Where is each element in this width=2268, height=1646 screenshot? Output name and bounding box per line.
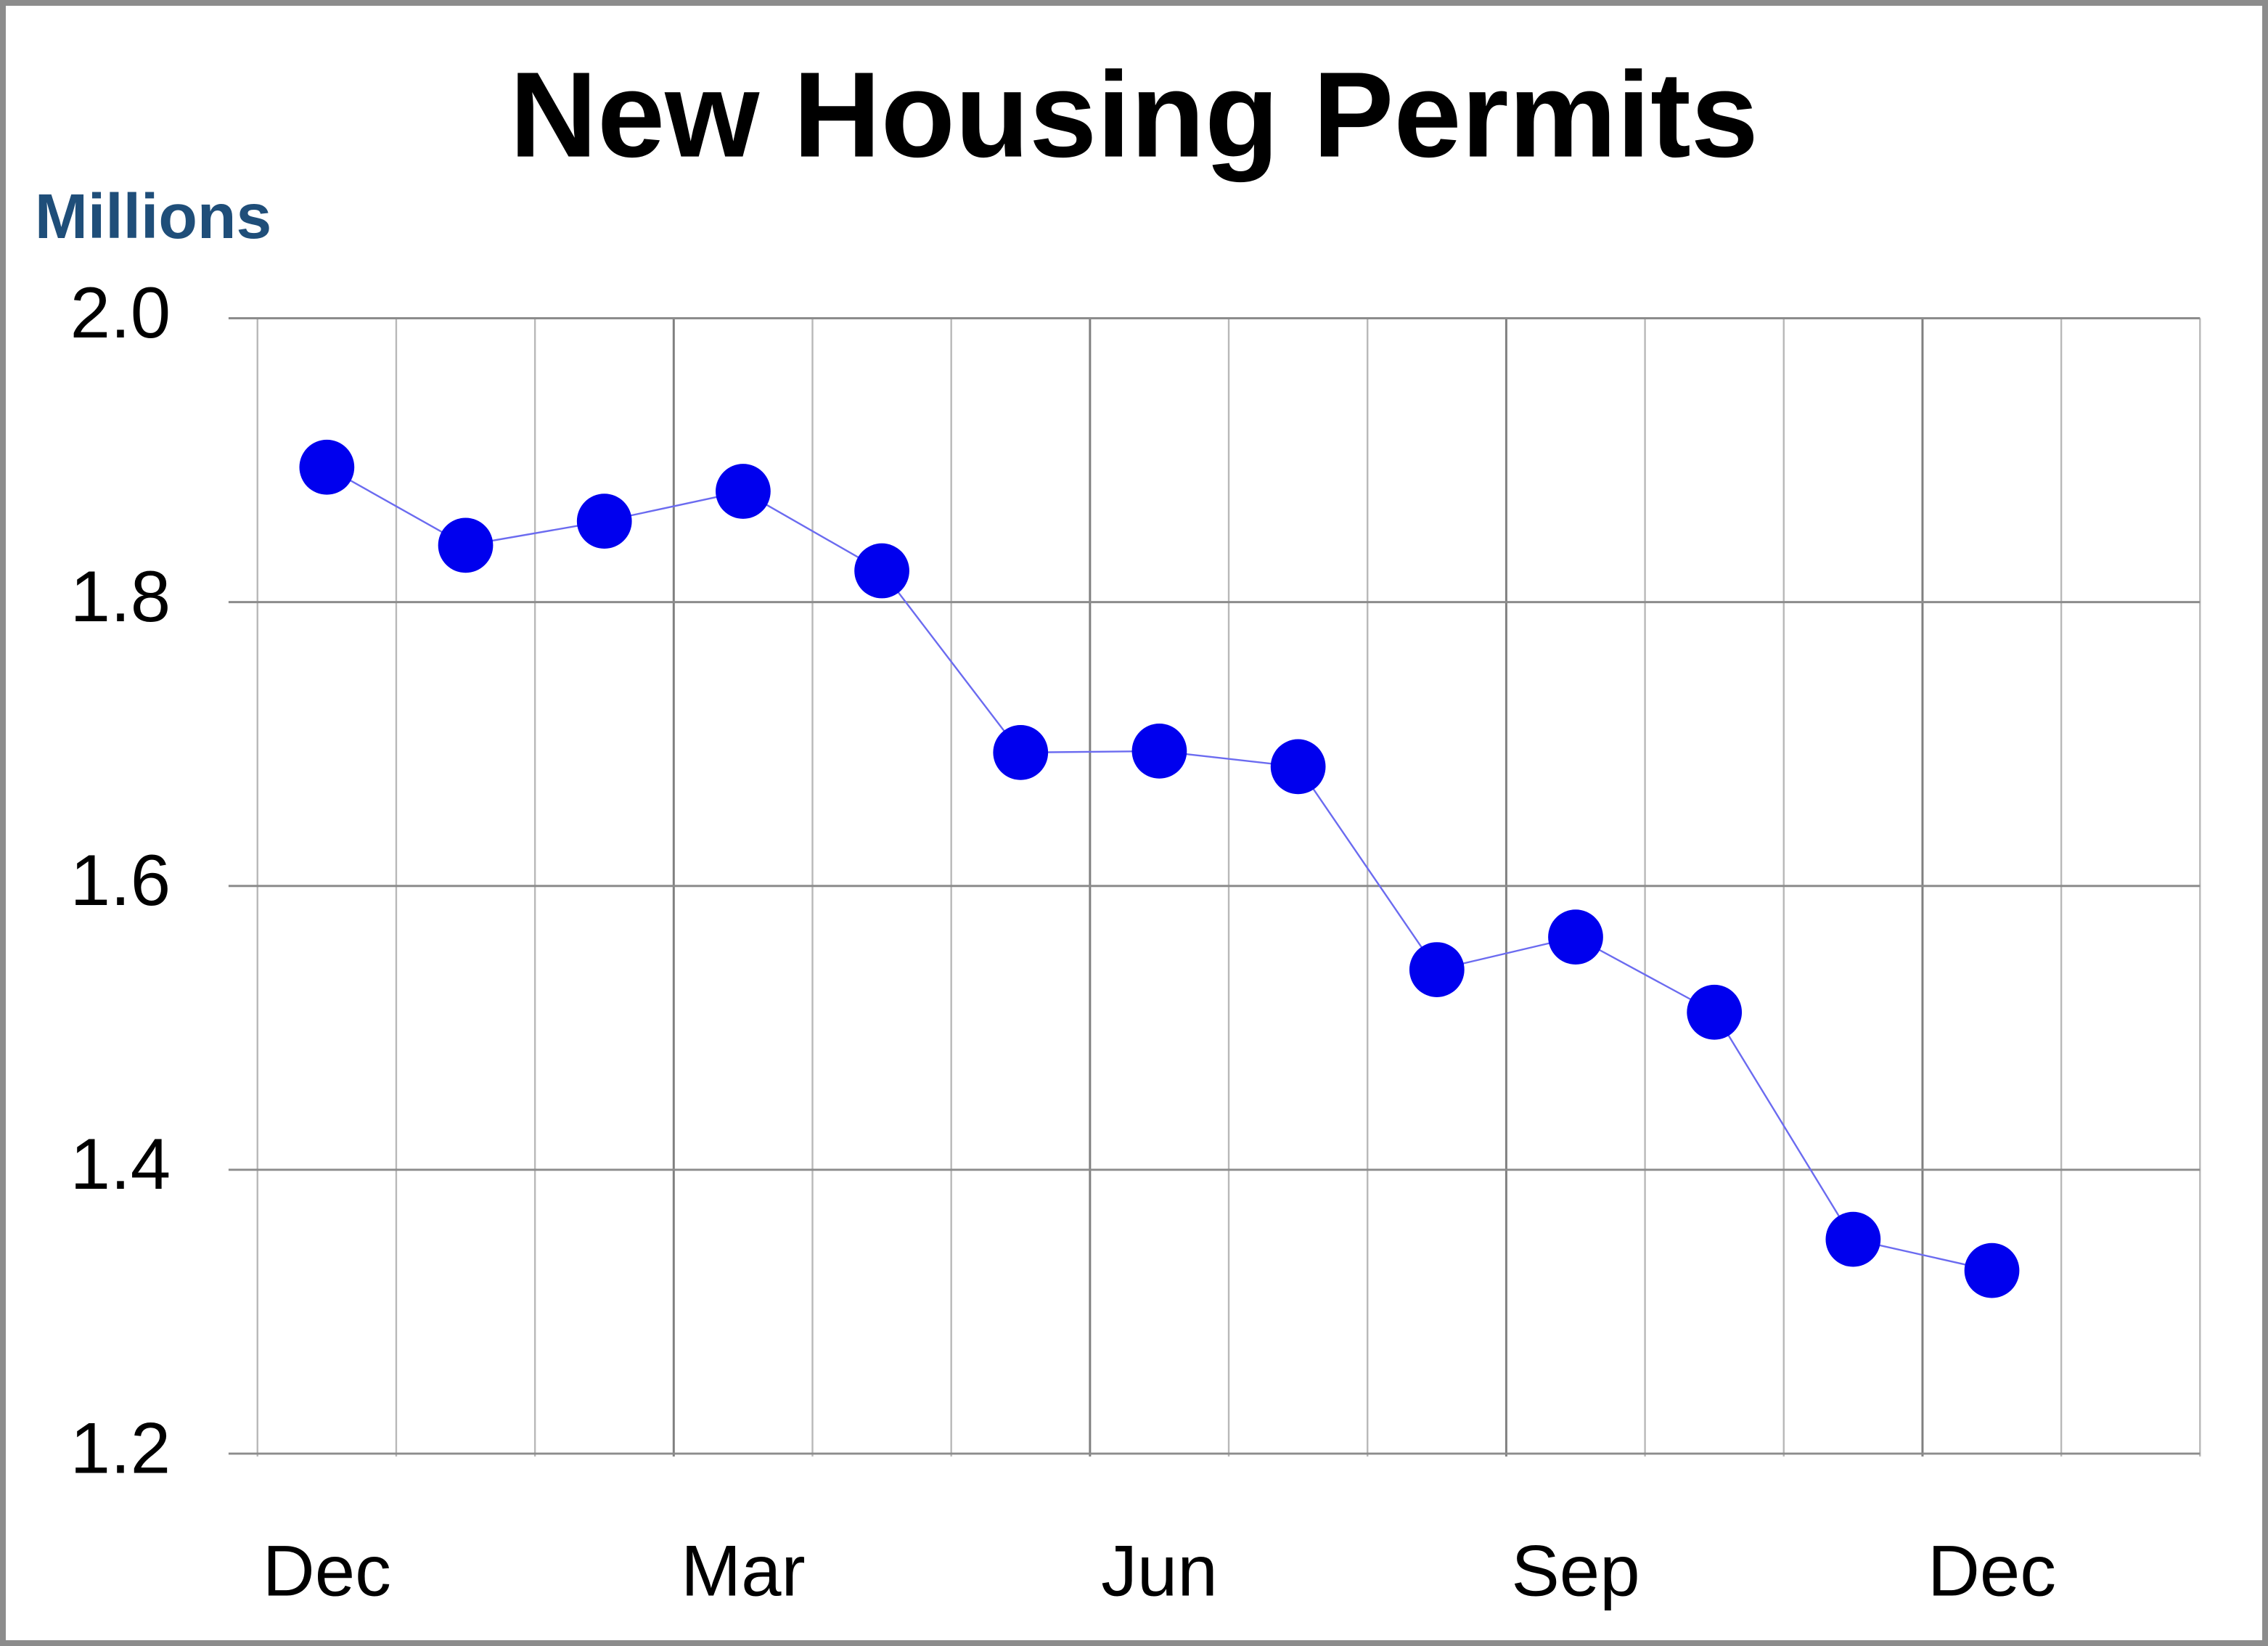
data-point bbox=[1964, 1242, 2020, 1298]
data-point bbox=[1548, 909, 1603, 965]
y-tick-label: 1.6 bbox=[70, 840, 171, 921]
x-tick-label: Dec bbox=[1928, 1531, 2056, 1612]
y-tick-label: 1.2 bbox=[70, 1408, 171, 1489]
chart-title: New Housing Permits bbox=[509, 47, 1759, 183]
data-point bbox=[1409, 942, 1465, 997]
data-point bbox=[299, 439, 355, 495]
x-tick-label: Sep bbox=[1511, 1531, 1639, 1612]
data-point bbox=[438, 517, 494, 573]
y-tick-label: 1.8 bbox=[70, 557, 171, 637]
data-point bbox=[576, 494, 632, 549]
y-tick-label: 2.0 bbox=[70, 273, 171, 353]
data-point bbox=[1131, 724, 1187, 779]
data-point bbox=[716, 464, 771, 519]
y-tick-label: 1.4 bbox=[70, 1124, 171, 1205]
x-tick-label: Jun bbox=[1101, 1531, 1218, 1612]
x-tick-label: Mar bbox=[681, 1531, 806, 1612]
data-point bbox=[993, 725, 1049, 780]
x-tick-label: Dec bbox=[263, 1531, 391, 1612]
data-point bbox=[1270, 739, 1326, 795]
data-point bbox=[1687, 984, 1743, 1040]
data-point bbox=[1825, 1211, 1881, 1267]
y-axis-label: Millions bbox=[35, 181, 271, 252]
data-point bbox=[854, 543, 909, 599]
